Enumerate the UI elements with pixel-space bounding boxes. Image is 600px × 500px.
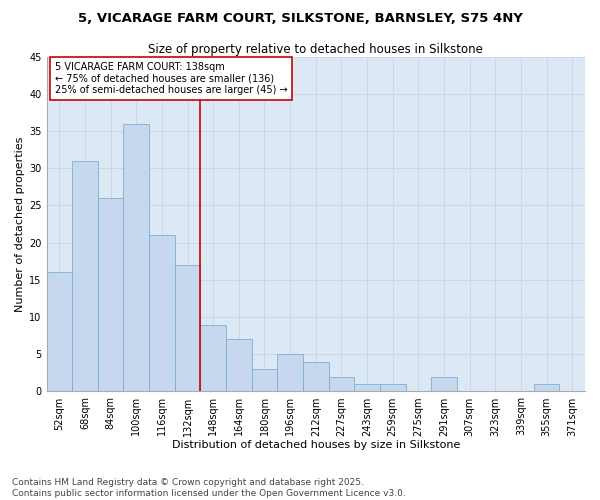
Bar [98,198,124,392]
Bar [72,161,98,392]
Bar [47,272,72,392]
Bar [226,340,251,392]
Bar [431,376,457,392]
Bar [329,376,354,392]
Bar [277,354,303,392]
Bar [303,362,329,392]
Title: Size of property relative to detached houses in Silkstone: Size of property relative to detached ho… [148,42,483,56]
Bar [534,384,559,392]
Text: Contains HM Land Registry data © Crown copyright and database right 2025.
Contai: Contains HM Land Registry data © Crown c… [12,478,406,498]
Bar [200,324,226,392]
Bar [175,265,200,392]
Text: 5, VICARAGE FARM COURT, SILKSTONE, BARNSLEY, S75 4NY: 5, VICARAGE FARM COURT, SILKSTONE, BARNS… [77,12,523,26]
Bar [251,369,277,392]
Bar [354,384,380,392]
Y-axis label: Number of detached properties: Number of detached properties [15,136,25,312]
Bar [124,124,149,392]
Bar [149,235,175,392]
X-axis label: Distribution of detached houses by size in Silkstone: Distribution of detached houses by size … [172,440,460,450]
Text: 5 VICARAGE FARM COURT: 138sqm
← 75% of detached houses are smaller (136)
25% of : 5 VICARAGE FARM COURT: 138sqm ← 75% of d… [55,62,287,95]
Bar [380,384,406,392]
